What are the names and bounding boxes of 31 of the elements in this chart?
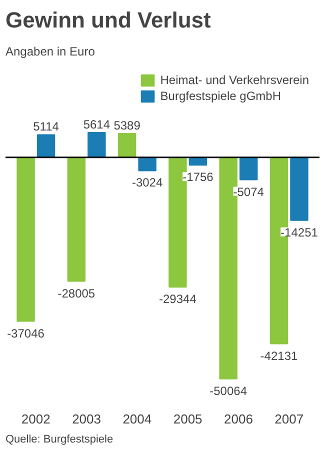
x-tick-label: 2003 [72,412,101,426]
x-tick-label: 2005 [173,412,202,426]
bar [16,156,35,322]
data-label: 5389 [114,118,141,132]
x-tick-label: 2002 [21,412,50,426]
bar [290,156,308,221]
x-tick-label: 2004 [122,412,152,426]
legend-label: Burgfestspiele gGmbH [160,89,281,103]
data-label: -28005 [58,286,96,300]
bar [67,156,86,282]
data-label: 5114 [33,120,60,134]
legend-label: Heimat- und Verkehrsverein [160,73,309,87]
data-label: -29344 [159,292,197,306]
bar [88,132,106,158]
bar [36,134,56,158]
x-tick-label: 2007 [274,412,304,426]
data-label: 5614 [83,117,110,132]
bar [118,132,136,158]
data-label: -42131 [260,348,298,363]
data-label: -14251 [280,225,318,240]
bar [239,156,258,180]
chart-subtitle: Angaben in Euro [6,44,96,58]
bar [138,156,156,172]
source-note: Quelle: Burgfestspiele [6,434,114,446]
data-label: -1756 [182,170,214,184]
data-label: -3024 [132,176,163,190]
data-label: -37046 [7,326,45,340]
data-label: -50064 [210,384,248,398]
data-label: -5074 [233,184,264,199]
chart-title: Gewinn und Verlust [6,8,212,32]
x-tick-label: 2006 [224,412,253,426]
